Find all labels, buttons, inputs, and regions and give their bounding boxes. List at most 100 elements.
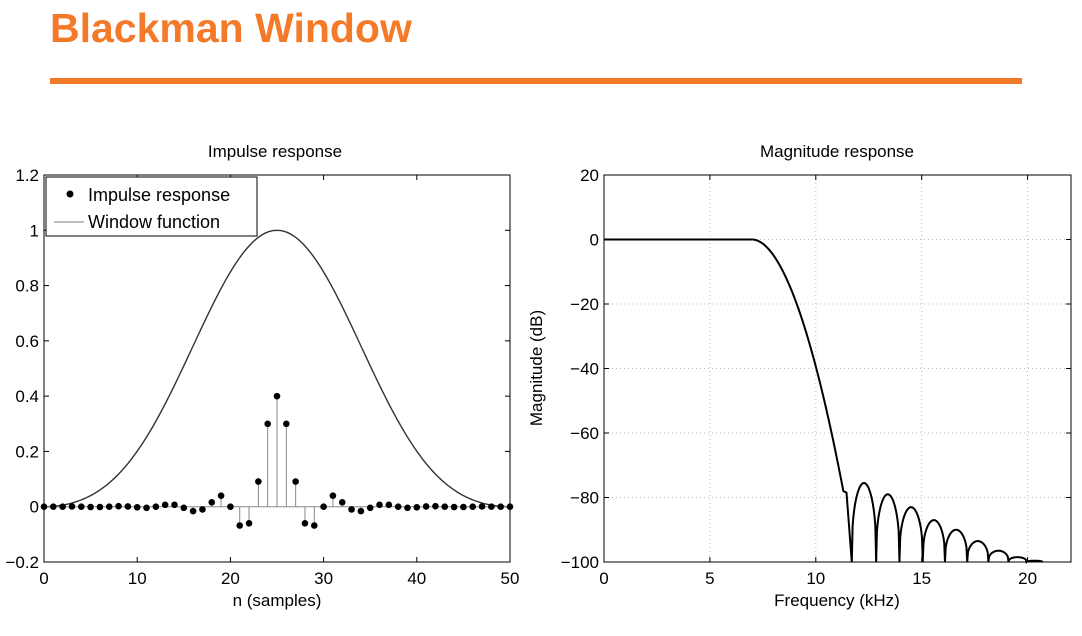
impulse-point: [124, 503, 132, 510]
magnitude-response-chart: Magnitude response −100 −80 −60 −40 −20 0 20 0…: [527, 142, 1072, 610]
legend-label: Impulse response: [88, 185, 230, 205]
impulse-point: [77, 503, 85, 511]
impulse-point: [180, 504, 188, 512]
x-tick-label: 20: [221, 569, 240, 588]
impulse-point: [96, 503, 104, 511]
impulse-point: [217, 492, 225, 499]
x-axis: 0 5 10 15 20: [599, 175, 1037, 588]
impulse-point: [68, 503, 76, 510]
y-tick-label: 0.6: [15, 332, 39, 351]
impulse-point: [50, 503, 57, 511]
magnitude-response-line: [604, 238, 1044, 565]
y-tick-label: −100: [561, 553, 599, 572]
y-tick-label: 0.4: [15, 387, 39, 406]
slide-title: Blackman Window: [50, 5, 412, 51]
impulse-point: [208, 498, 216, 506]
y-tick-label: 20: [580, 166, 599, 185]
impulse-point: [338, 498, 346, 506]
legend: Impulse response Window function: [45, 176, 258, 237]
y-tick-label: 0: [590, 231, 599, 250]
impulse-point: [301, 520, 309, 527]
x-tick-label: 20: [1018, 569, 1037, 588]
x-tick-label: 0: [39, 569, 48, 588]
y-axis: −100 −80 −60 −40 −20 0 20: [561, 166, 1071, 572]
impulse-point: [264, 420, 271, 428]
impulse-point: [488, 503, 495, 511]
y-tick-label: −80: [570, 489, 599, 508]
legend-box: [45, 176, 258, 237]
impulse-point: [199, 506, 206, 513]
impulse-point: [497, 503, 504, 511]
impulse-point: [105, 503, 113, 511]
impulse-point: [357, 507, 365, 515]
impulse-point: [422, 503, 430, 510]
x-axis-label: n (samples): [233, 591, 322, 610]
legend-marker-dot: [66, 190, 74, 198]
y-axis-label: Magnitude (dB): [527, 310, 546, 426]
impulse-point: [171, 501, 178, 509]
impulse-point: [413, 503, 421, 511]
title-underline: [50, 78, 1022, 84]
impulse-point: [227, 503, 234, 511]
legend-label: Window function: [88, 212, 220, 232]
impulse-point: [245, 520, 253, 527]
impulse-point: [432, 502, 439, 510]
impulse-point: [87, 503, 94, 511]
impulse-point: [115, 502, 122, 510]
y-tick-label: −40: [570, 360, 599, 379]
y-tick-label: 1: [30, 221, 39, 240]
impulse-point: [366, 504, 374, 512]
x-tick-label: 5: [705, 569, 714, 588]
y-tick-label: −0.2: [5, 553, 39, 572]
plot-marks: [604, 238, 1044, 565]
plot-marks: [40, 229, 514, 529]
impulse-point: [152, 503, 160, 511]
y-tick-label: 0: [30, 498, 39, 517]
y-tick-label: −20: [570, 295, 599, 314]
impulse-point: [236, 522, 244, 529]
impulse-point: [133, 503, 141, 511]
y-tick-label: 0.8: [15, 277, 39, 296]
impulse-point: [385, 501, 393, 509]
x-axis: 0 10 20 30 40 50: [39, 175, 519, 588]
impulse-point: [273, 392, 281, 400]
x-tick-label: 50: [501, 569, 520, 588]
chart-title: Impulse response: [208, 142, 342, 161]
impulse-point: [450, 503, 458, 511]
impulse-point: [320, 503, 327, 511]
impulse-point: [460, 503, 467, 511]
x-tick-label: 10: [128, 569, 147, 588]
impulse-point: [59, 503, 66, 511]
impulse-point: [348, 506, 355, 513]
impulse-point: [255, 478, 262, 485]
impulse-response-chart: Impulse response −0.200.20.40.60.811.2 0…: [5, 142, 519, 610]
impulse-point: [441, 503, 449, 511]
grid: [604, 175, 1071, 562]
impulse-point: [404, 504, 411, 512]
impulse-point: [283, 420, 290, 428]
impulse-point: [478, 503, 486, 510]
plot-frame: [43, 174, 511, 563]
y-tick-label: 0.2: [15, 442, 39, 461]
y-axis: −0.2 0 0.2 0.4 0.6 0.8 1 1.2: [5, 166, 510, 572]
impulse-point: [394, 503, 402, 511]
impulse-point: [376, 501, 383, 509]
y-tick-label: −60: [570, 424, 599, 443]
x-axis-label: Frequency (kHz): [774, 591, 900, 610]
x-tick-label: 40: [407, 569, 426, 588]
impulse-point: [189, 507, 197, 515]
x-tick-label: 30: [314, 569, 333, 588]
impulse-point: [161, 501, 169, 509]
plot-frame: [603, 174, 1072, 563]
impulse-point: [469, 503, 477, 511]
x-tick-label: 0: [599, 569, 608, 588]
y-tick-label: 1.2: [15, 166, 39, 185]
chart-title: Magnitude response: [760, 142, 914, 161]
impulse-point: [329, 492, 337, 499]
impulse-point: [143, 504, 150, 512]
x-tick-label: 15: [912, 569, 931, 588]
impulse-point: [292, 478, 299, 485]
window-function-line: [43, 229, 511, 508]
x-tick-label: 10: [806, 569, 825, 588]
